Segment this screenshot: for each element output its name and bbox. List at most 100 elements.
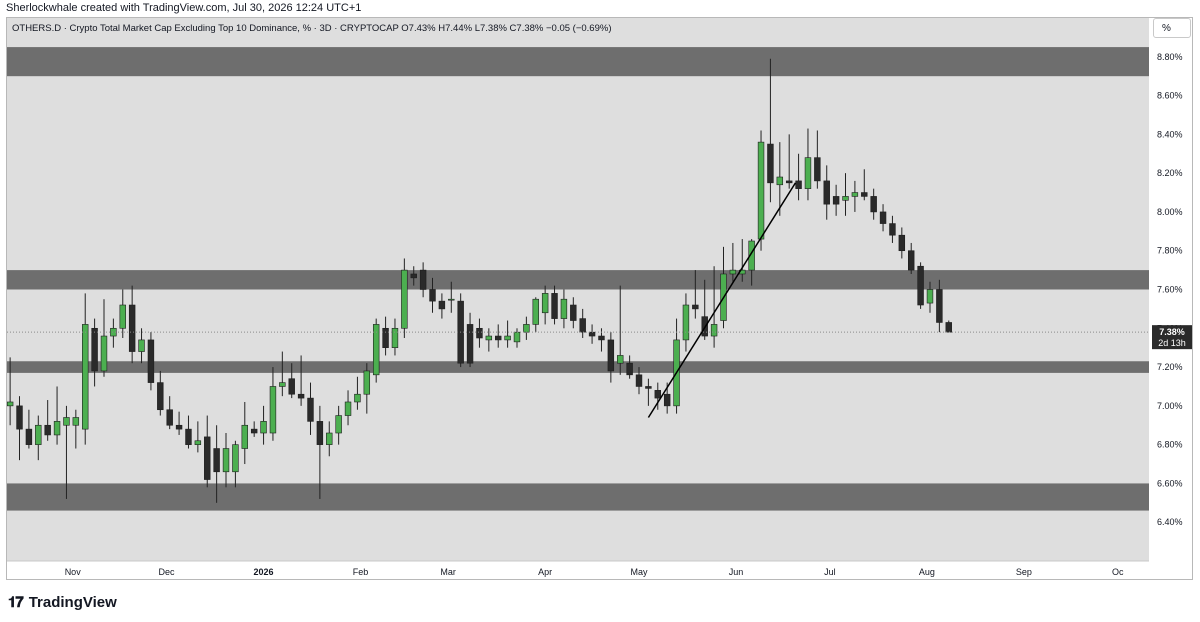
candle: [861, 169, 868, 201]
support-resistance-zone: [7, 270, 1149, 290]
candle-body: [232, 444, 239, 473]
candle: [682, 293, 690, 352]
candle-body: [898, 234, 906, 252]
x-tick-label: Nov: [65, 567, 82, 577]
candle: [945, 320, 952, 333]
candle-body: [889, 223, 896, 236]
candle: [391, 318, 399, 356]
y-tick-label: 7.00%: [1157, 401, 1183, 411]
candle-body: [579, 318, 586, 333]
candle: [551, 285, 558, 325]
candle: [91, 318, 98, 387]
candle: [119, 289, 126, 338]
candle-body: [344, 401, 352, 416]
candle-body: [279, 382, 286, 387]
candle: [363, 363, 371, 414]
candle: [832, 184, 840, 216]
percent-scale-button[interactable]: %: [1153, 18, 1191, 38]
support-resistance-zone: [7, 483, 1149, 511]
candle: [326, 421, 333, 457]
x-axis[interactable]: Nov Dec 2026 Feb Mar Apr May Jun Jul Aug Sep Oc: [7, 560, 1149, 577]
candle: [936, 279, 943, 333]
candle-body: [795, 180, 802, 189]
candle-body: [335, 415, 342, 434]
candle: [250, 421, 258, 437]
candle-body: [729, 269, 737, 275]
candle: [204, 415, 211, 488]
candle-body: [119, 304, 126, 329]
candle: [635, 367, 643, 395]
x-tick-label: 2026: [254, 567, 274, 577]
candle: [82, 293, 89, 445]
candle-body: [814, 157, 821, 182]
candle: [166, 396, 173, 430]
candle: [288, 363, 295, 399]
candle: [767, 58, 774, 203]
candle: [44, 400, 51, 441]
zone-layer: [7, 47, 1149, 511]
candle-body: [776, 176, 784, 186]
candle-body: [185, 428, 192, 445]
candle-body: [560, 298, 568, 319]
candle-body: [44, 424, 51, 436]
y-tick-label: 8.80%: [1157, 52, 1183, 62]
candle-body: [607, 339, 615, 372]
candle-body: [504, 335, 511, 341]
symbol-legend: OTHERS.D · Crypto Total Market Cap Exclu…: [12, 23, 611, 34]
trendline-layer: [647, 182, 797, 418]
candle-body: [598, 335, 605, 341]
y-tick-label: 7.20%: [1157, 362, 1183, 372]
candle-body: [842, 196, 849, 201]
candle: [25, 409, 33, 449]
candle: [53, 386, 61, 445]
candle-body: [419, 269, 427, 290]
candle-body: [485, 335, 493, 341]
candle-body: [260, 421, 267, 434]
candle-body: [110, 327, 117, 337]
candle-body: [175, 424, 183, 430]
candle: [776, 142, 784, 216]
candle-body: [710, 324, 718, 337]
y-tick-label: 6.40%: [1157, 517, 1183, 527]
candle-body: [861, 192, 868, 197]
y-tick-label: 6.60%: [1157, 478, 1183, 488]
chart-credit: Sherlockwhale created with TradingView.c…: [6, 2, 362, 14]
candle: [795, 153, 802, 201]
x-tick-label: Jul: [824, 567, 836, 577]
candle: [842, 173, 849, 216]
candle: [63, 405, 70, 499]
candle-body: [307, 397, 314, 422]
candle: [222, 433, 230, 488]
y-axis[interactable]: 6.40%6.60%6.80%7.00%7.20%7.40%7.60%7.80%…: [1157, 52, 1183, 527]
candle-body: [635, 374, 643, 387]
tradingview-logo[interactable]: 𝟏𝟕 TradingView: [8, 593, 117, 611]
x-tick-label: Oc: [1112, 567, 1124, 577]
candle: [607, 332, 615, 383]
candle-body: [466, 324, 474, 364]
candle: [823, 165, 830, 220]
y-tick-label: 8.20%: [1157, 168, 1183, 178]
candle-body: [241, 424, 248, 449]
candle-body: [100, 335, 108, 372]
candle: [410, 266, 417, 286]
candle-body: [654, 390, 661, 399]
candle-body: [513, 331, 521, 343]
candle: [372, 318, 380, 383]
candle: [889, 215, 896, 243]
candle-body: [53, 421, 61, 436]
candle-body: [410, 273, 417, 279]
candle-body: [91, 327, 98, 372]
candle: [870, 188, 877, 220]
candle-body: [663, 393, 671, 407]
candle: [401, 258, 408, 338]
candle-body: [166, 409, 173, 426]
candle-body: [72, 417, 80, 426]
candle: [476, 318, 483, 348]
candle: [147, 332, 155, 391]
candle: [898, 227, 906, 259]
candle-body: [372, 324, 380, 376]
candle-body: [147, 339, 155, 383]
candle-body: [908, 250, 915, 271]
candle: [232, 440, 239, 488]
